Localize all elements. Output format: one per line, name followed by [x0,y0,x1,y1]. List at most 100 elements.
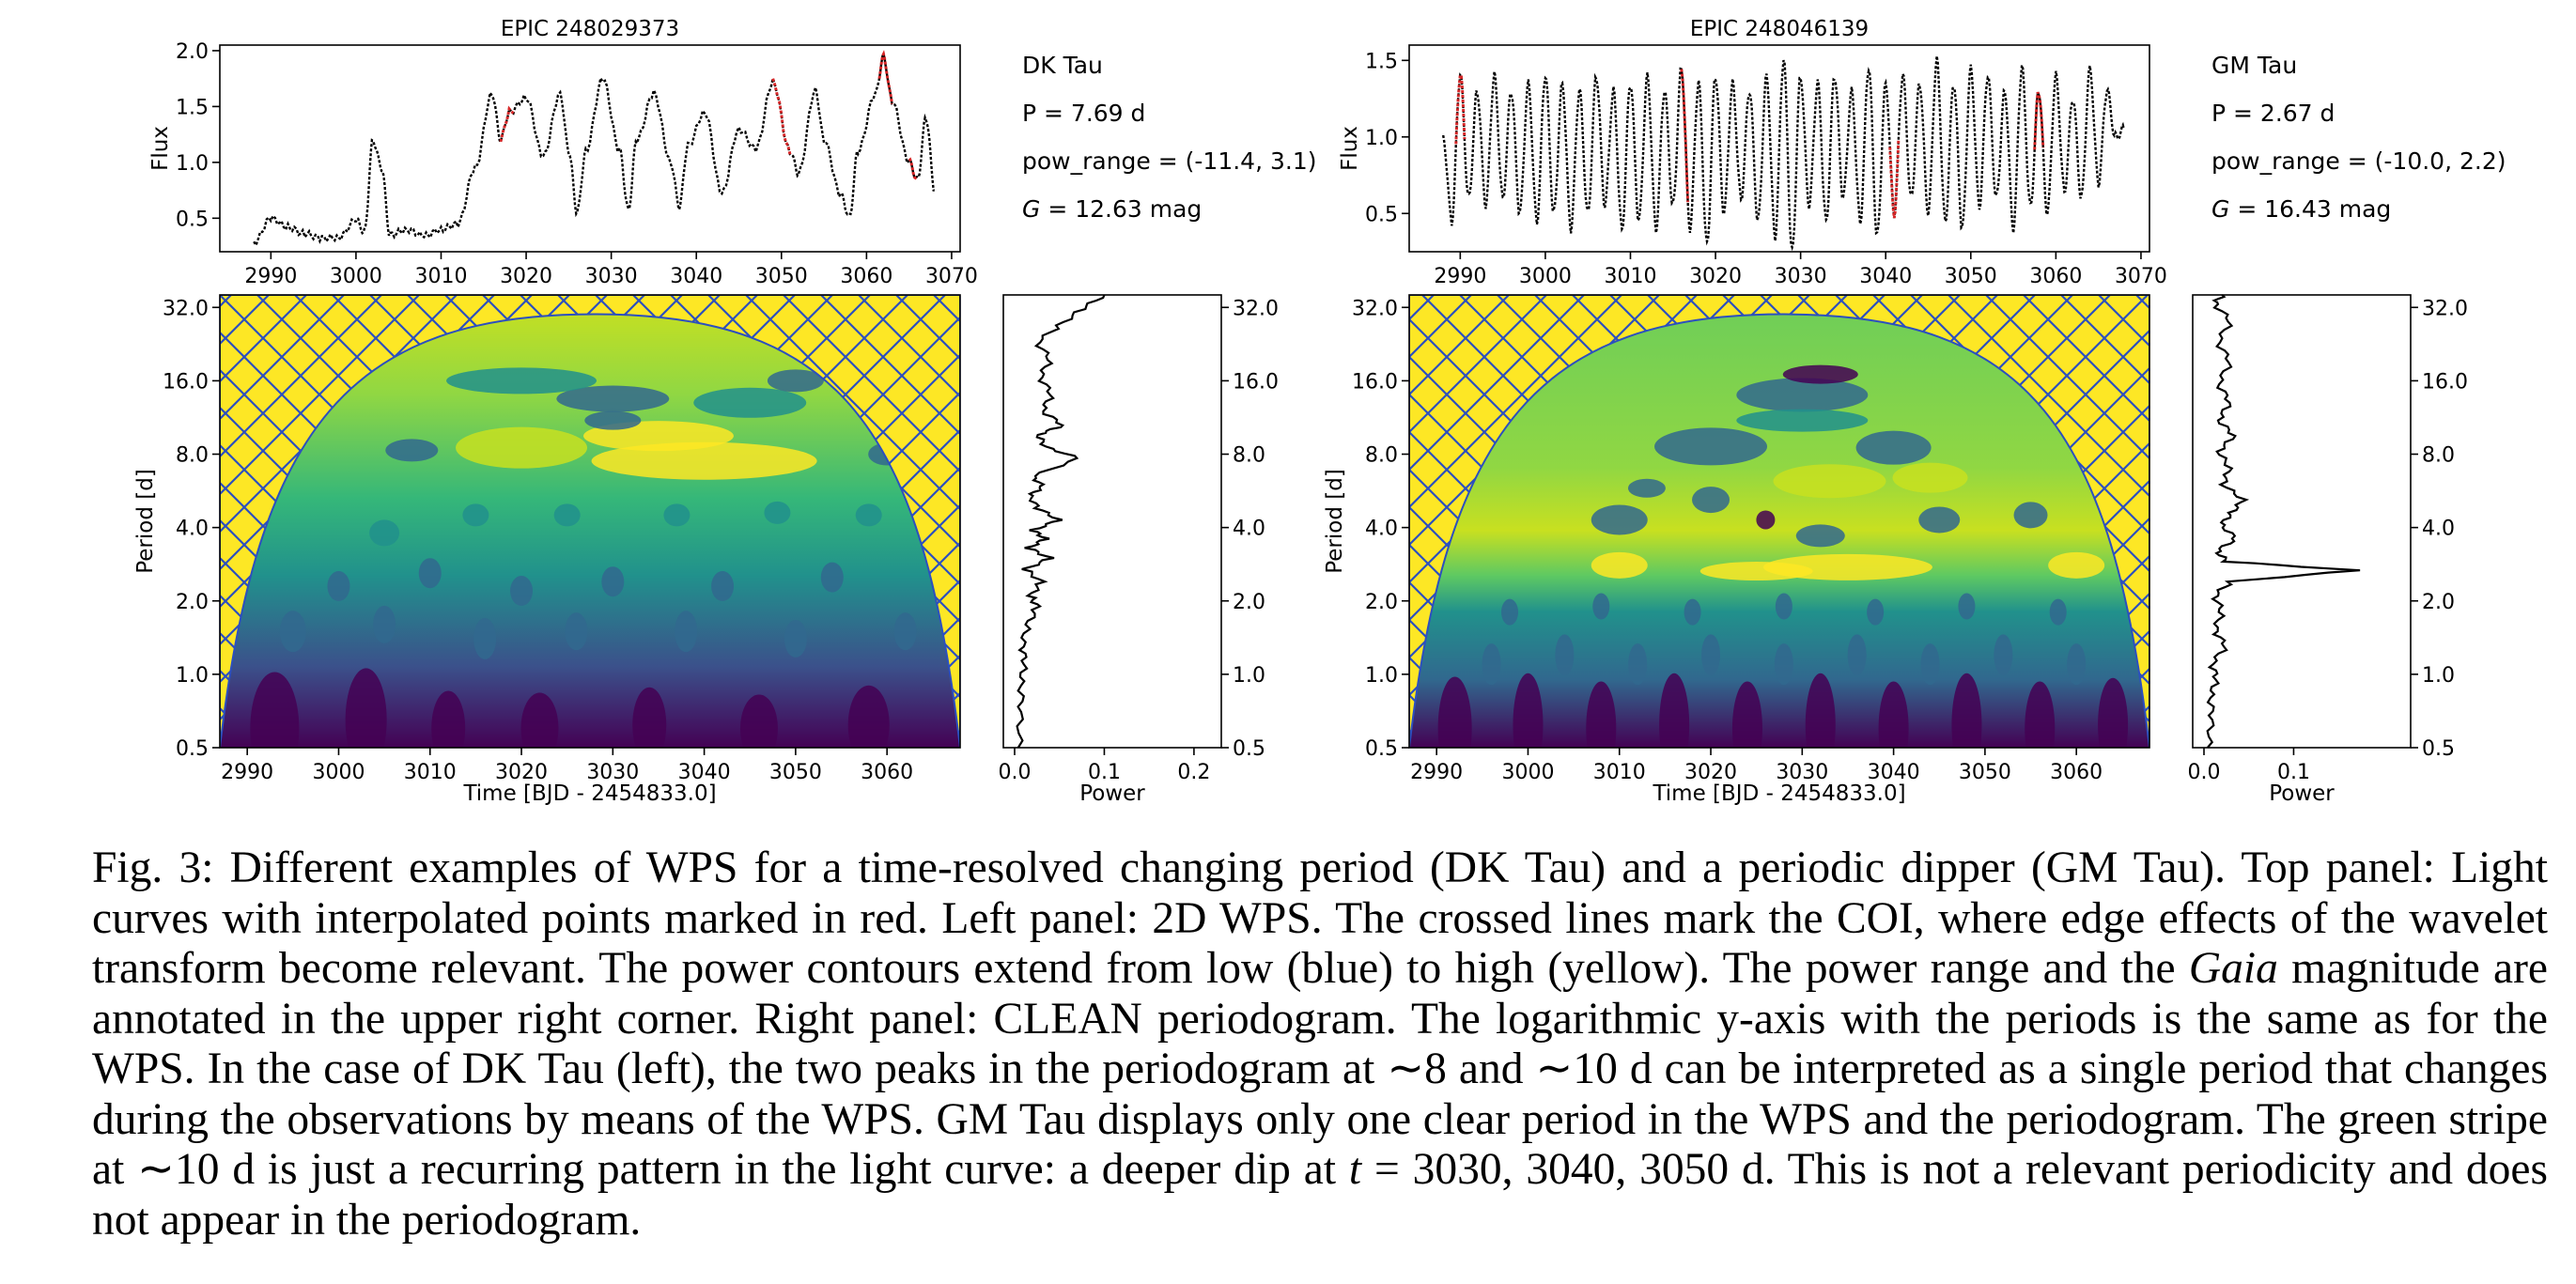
x-tick-label: 2990 [221,761,273,784]
power-contour [893,612,917,651]
y-tick-label: 1.0 [1233,664,1265,688]
y-tick-label: 16.0 [1352,370,1398,394]
x-tick-label: 3070 [2115,265,2167,288]
power-contour [1437,676,1472,748]
power-contour [2013,502,2048,529]
y-tick-label: 8.0 [1233,444,1265,468]
x-tick-label: 3030 [1775,265,1827,288]
power-contour [1774,643,1793,686]
power-contour [1805,673,1836,748]
x-tick-label: 3040 [1868,761,1920,784]
power-contour [369,519,400,547]
power-contour [847,685,890,748]
y-axis-label: Flux [1338,126,1362,171]
power-contour [418,558,442,589]
star-annotations: GM Tau P = 2.67 d pow_range = (-10.0, 2.… [2211,52,2506,223]
wps-frame [1408,294,2150,749]
gaia-mag-annotation: G = 12.63 mag [1022,195,1202,223]
power-contour [1628,643,1648,686]
y-tick-label: 16.0 [2422,370,2468,394]
power-contour [2098,677,2129,748]
caption-gaia: Gaia [2188,944,2278,993]
x-tick-label: 3000 [330,265,382,288]
power-contour [784,619,807,657]
x-tick-label: 3040 [1859,265,1912,288]
y-tick-label: 0.5 [1233,737,1265,761]
light-curve-frame [219,44,961,253]
panel-title: EPIC 248029373 [501,17,679,41]
y-tick-label: 2.0 [1365,591,1398,614]
power-contour [1654,427,1768,466]
y-tick-label: 2.0 [2422,591,2455,614]
y-tick-label: 32.0 [1352,297,1398,320]
mag-value: = 12.63 mag [1040,195,1202,223]
gaia-mag-annotation: G = 16.43 mag [2211,195,2391,223]
power-contour [462,503,489,527]
y-tick-label: 2.0 [176,591,209,614]
power-contour [1918,506,1961,534]
power-contour [1958,593,1976,620]
x-tick-label: 3020 [500,265,552,288]
power-contour [663,503,691,527]
x-tick-label: 3010 [414,265,467,288]
power-contour [1994,634,2013,676]
power-contour [1756,510,1776,530]
light-curve-line [1442,55,2125,252]
x-axis-label: Power [2269,781,2335,806]
y-tick-label: 4.0 [2422,518,2455,541]
power-contour [1736,409,1869,432]
power-contour [1847,634,1867,676]
power-contour [1920,643,1940,686]
y-tick-label: 0.5 [1365,203,1398,226]
x-tick-label: 3050 [1945,265,1997,288]
y-tick-label: 0.5 [2422,737,2455,761]
caption-part-1: Fig. 3: Different examples of WPS for a … [92,843,2548,993]
caption-part-2: magnitude are annotated in the upper rig… [92,944,2548,1194]
x-tick-label: 3030 [585,265,638,288]
y-tick-label: 1.5 [1365,50,1398,73]
x-tick-label: 3020 [1684,761,1737,784]
periodogram-line [1016,294,1106,749]
power-contour [1692,487,1730,514]
light-curve-frame [1408,44,2150,253]
x-tick-label: 3030 [1776,761,1828,784]
power-contour [591,441,817,480]
period-annotation: P = 2.67 d [2211,100,2335,127]
x-tick-label: 2990 [1434,265,1486,288]
power-contour [855,503,882,527]
y-tick-label: 0.5 [176,737,209,761]
interpolated-points [1454,71,1466,145]
y-tick-label: 1.0 [176,664,209,688]
y-axis-label: Period [d] [1323,469,1347,574]
y-tick-label: 16.0 [163,370,209,394]
power-contour [1513,673,1544,748]
periodogram-frame [2192,294,2412,749]
power-contour [1775,593,1792,620]
y-tick-label: 4.0 [1233,518,1265,541]
x-tick-label: 3000 [1519,265,1572,288]
mag-letter: G [1022,195,1040,223]
power-contour [764,501,791,524]
power-contour [556,385,670,412]
y-tick-label: 4.0 [176,518,209,541]
interpolated-points [499,105,515,143]
caption-part-3: = 3030, 3040, 3050 d. This is not a rele… [92,1145,2548,1245]
power-contour [1659,673,1690,748]
power-contour [1892,462,1968,493]
x-tick-label: 3020 [495,761,548,784]
y-tick-label: 32.0 [2422,297,2468,320]
power-contour [250,672,300,748]
power-contour [2049,598,2067,626]
mag-letter: G [2211,195,2229,223]
y-tick-label: 8.0 [2422,444,2455,468]
interpolated-points [908,157,918,180]
interpolated-points [2033,91,2045,150]
power-contour [1782,364,1858,384]
period-annotation: P = 7.69 d [1022,100,1145,127]
power-contour [565,612,588,651]
power-contour [1773,464,1886,499]
figure-caption: Fig. 3: Different examples of WPS for a … [92,843,2548,1245]
power-contour [2067,643,2087,686]
pow-range-annotation: pow_range = (-10.0, 2.2) [2211,147,2506,175]
